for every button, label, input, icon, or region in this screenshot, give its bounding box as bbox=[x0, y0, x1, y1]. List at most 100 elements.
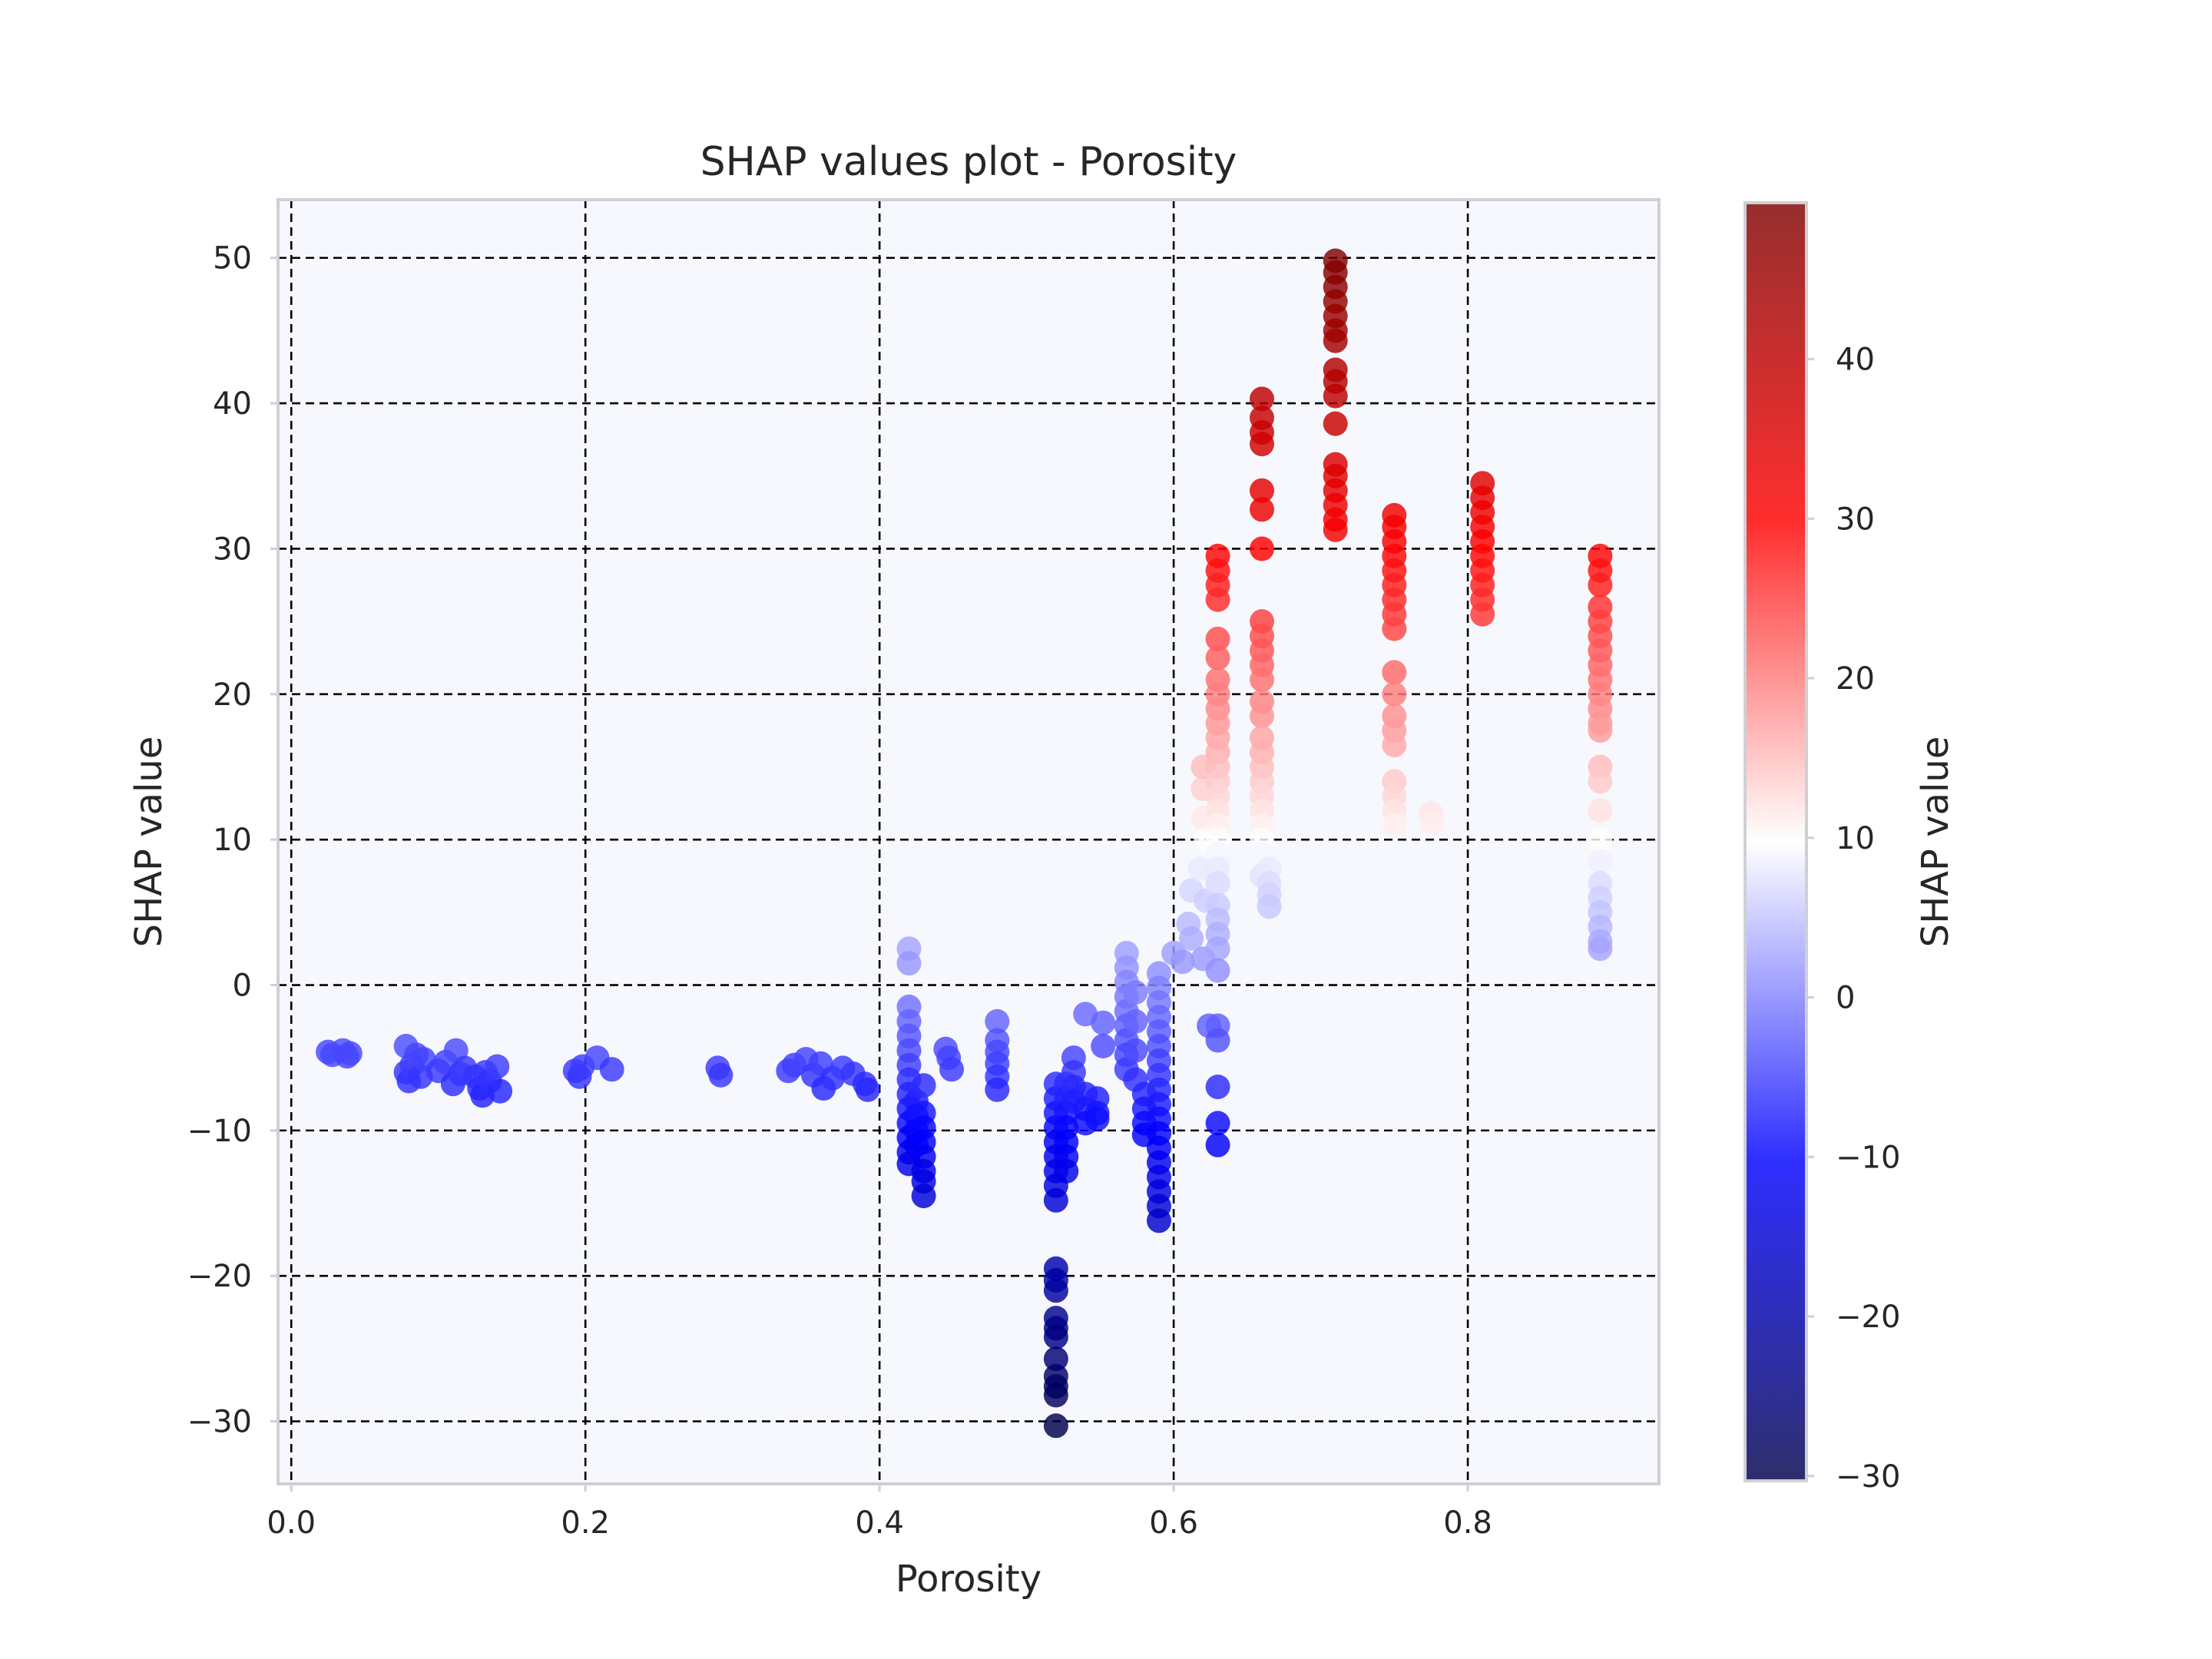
x-tick-label: 0.0 bbox=[267, 1505, 316, 1541]
data-point bbox=[337, 1041, 363, 1066]
data-point bbox=[1187, 856, 1213, 881]
y-tick-label: −30 bbox=[187, 1405, 252, 1440]
data-point bbox=[911, 1184, 936, 1209]
data-point bbox=[1420, 810, 1445, 835]
data-point bbox=[1205, 1111, 1230, 1136]
colorbar-tick-label: 20 bbox=[1836, 661, 1875, 697]
data-point bbox=[1091, 1034, 1116, 1058]
colorbar-tick-label: −10 bbox=[1836, 1140, 1900, 1175]
data-point bbox=[1205, 587, 1230, 612]
colorbar-tick-label: −20 bbox=[1836, 1300, 1900, 1335]
data-point bbox=[1043, 1413, 1068, 1439]
data-point bbox=[1470, 601, 1495, 627]
data-point bbox=[1250, 497, 1274, 522]
y-axis-label: SHAP value bbox=[127, 737, 171, 948]
data-point bbox=[1323, 383, 1348, 409]
data-point bbox=[599, 1057, 624, 1082]
colorbar-tick-label: 0 bbox=[1836, 981, 1855, 1016]
grid-lines bbox=[278, 200, 1659, 1484]
y-tick-label: 20 bbox=[213, 677, 252, 713]
data-points bbox=[316, 248, 1613, 1439]
colorbar-tick-label: 40 bbox=[1836, 343, 1875, 378]
data-point bbox=[708, 1062, 733, 1088]
colorbar bbox=[1743, 201, 1808, 1482]
y-tick-label: 50 bbox=[213, 241, 252, 276]
data-point bbox=[1588, 718, 1613, 743]
x-tick-label: 0.2 bbox=[561, 1505, 610, 1541]
chart-title: SHAP values plot - Porosity bbox=[700, 139, 1237, 185]
data-point bbox=[1043, 1324, 1068, 1349]
x-tick-label: 0.6 bbox=[1149, 1505, 1198, 1541]
data-point bbox=[1250, 478, 1274, 503]
y-tick-label: −20 bbox=[187, 1259, 252, 1294]
data-point bbox=[1205, 626, 1230, 651]
data-point bbox=[1382, 681, 1407, 707]
data-point bbox=[1257, 894, 1282, 919]
data-point bbox=[1588, 827, 1613, 853]
data-point bbox=[1382, 813, 1407, 838]
data-point bbox=[1043, 1278, 1068, 1303]
x-axis-label: Porosity bbox=[896, 1558, 1041, 1601]
data-point bbox=[939, 1057, 964, 1082]
y-tick-label: 30 bbox=[213, 531, 252, 567]
data-point bbox=[1205, 645, 1230, 671]
data-point bbox=[485, 1054, 510, 1079]
data-point bbox=[1123, 1008, 1148, 1034]
plot-frame bbox=[276, 198, 1661, 1485]
colorbar-tick-label: −30 bbox=[1836, 1459, 1900, 1495]
data-point bbox=[1250, 432, 1274, 457]
data-point bbox=[1205, 958, 1230, 983]
y-tick-label: 10 bbox=[213, 823, 252, 858]
data-point bbox=[1205, 1075, 1230, 1100]
data-point bbox=[1382, 733, 1407, 758]
data-point bbox=[1205, 1028, 1230, 1053]
colorbar-ticks: −30 −20 −10 0 10 20 30 40 bbox=[1806, 343, 1900, 1495]
data-point bbox=[985, 1008, 1010, 1034]
data-point bbox=[1588, 798, 1613, 823]
data-point bbox=[1043, 1382, 1068, 1408]
data-point bbox=[1123, 980, 1148, 1005]
data-point bbox=[1382, 616, 1407, 641]
x-axis-ticks: 0.0 0.2 0.4 0.6 0.8 bbox=[267, 1484, 1492, 1541]
data-point bbox=[1205, 871, 1230, 896]
data-point bbox=[1588, 849, 1613, 874]
data-point bbox=[1382, 660, 1407, 685]
x-tick-label: 0.4 bbox=[855, 1505, 904, 1541]
x-tick-label: 0.8 bbox=[1443, 1505, 1492, 1541]
data-point bbox=[1170, 949, 1195, 975]
data-point bbox=[1588, 572, 1613, 598]
colorbar-tick-label: 30 bbox=[1836, 502, 1875, 537]
data-point bbox=[1123, 1038, 1148, 1063]
data-point bbox=[1250, 386, 1274, 412]
data-point bbox=[1084, 1106, 1110, 1131]
data-point bbox=[1147, 1208, 1171, 1233]
data-point bbox=[1205, 1132, 1230, 1157]
data-point bbox=[1588, 936, 1613, 962]
data-point bbox=[1043, 1187, 1068, 1213]
data-point bbox=[1250, 704, 1274, 729]
data-point bbox=[1323, 517, 1348, 542]
y-tick-label: −10 bbox=[187, 1114, 252, 1149]
y-tick-label: 0 bbox=[233, 969, 252, 1004]
plot-area bbox=[278, 200, 1659, 1484]
data-point bbox=[1205, 936, 1230, 962]
data-point bbox=[488, 1078, 513, 1104]
data-point bbox=[896, 951, 922, 976]
data-point bbox=[1250, 536, 1274, 561]
data-point bbox=[855, 1077, 880, 1102]
data-point bbox=[985, 1077, 1010, 1102]
data-point bbox=[1043, 1346, 1068, 1372]
data-point bbox=[1091, 1010, 1116, 1035]
data-point bbox=[1323, 411, 1348, 436]
data-point bbox=[1588, 769, 1613, 794]
colorbar-tick-label: 10 bbox=[1836, 821, 1875, 856]
colorbar-label: SHAP value bbox=[1914, 737, 1957, 948]
data-point bbox=[1054, 1158, 1079, 1184]
data-point bbox=[1323, 328, 1348, 353]
y-axis-ticks: −30 −20 −10 0 10 20 30 40 50 bbox=[187, 241, 278, 1440]
data-point bbox=[1250, 667, 1274, 692]
data-point bbox=[1179, 926, 1204, 951]
data-point bbox=[911, 1073, 936, 1098]
y-tick-label: 40 bbox=[213, 386, 252, 422]
